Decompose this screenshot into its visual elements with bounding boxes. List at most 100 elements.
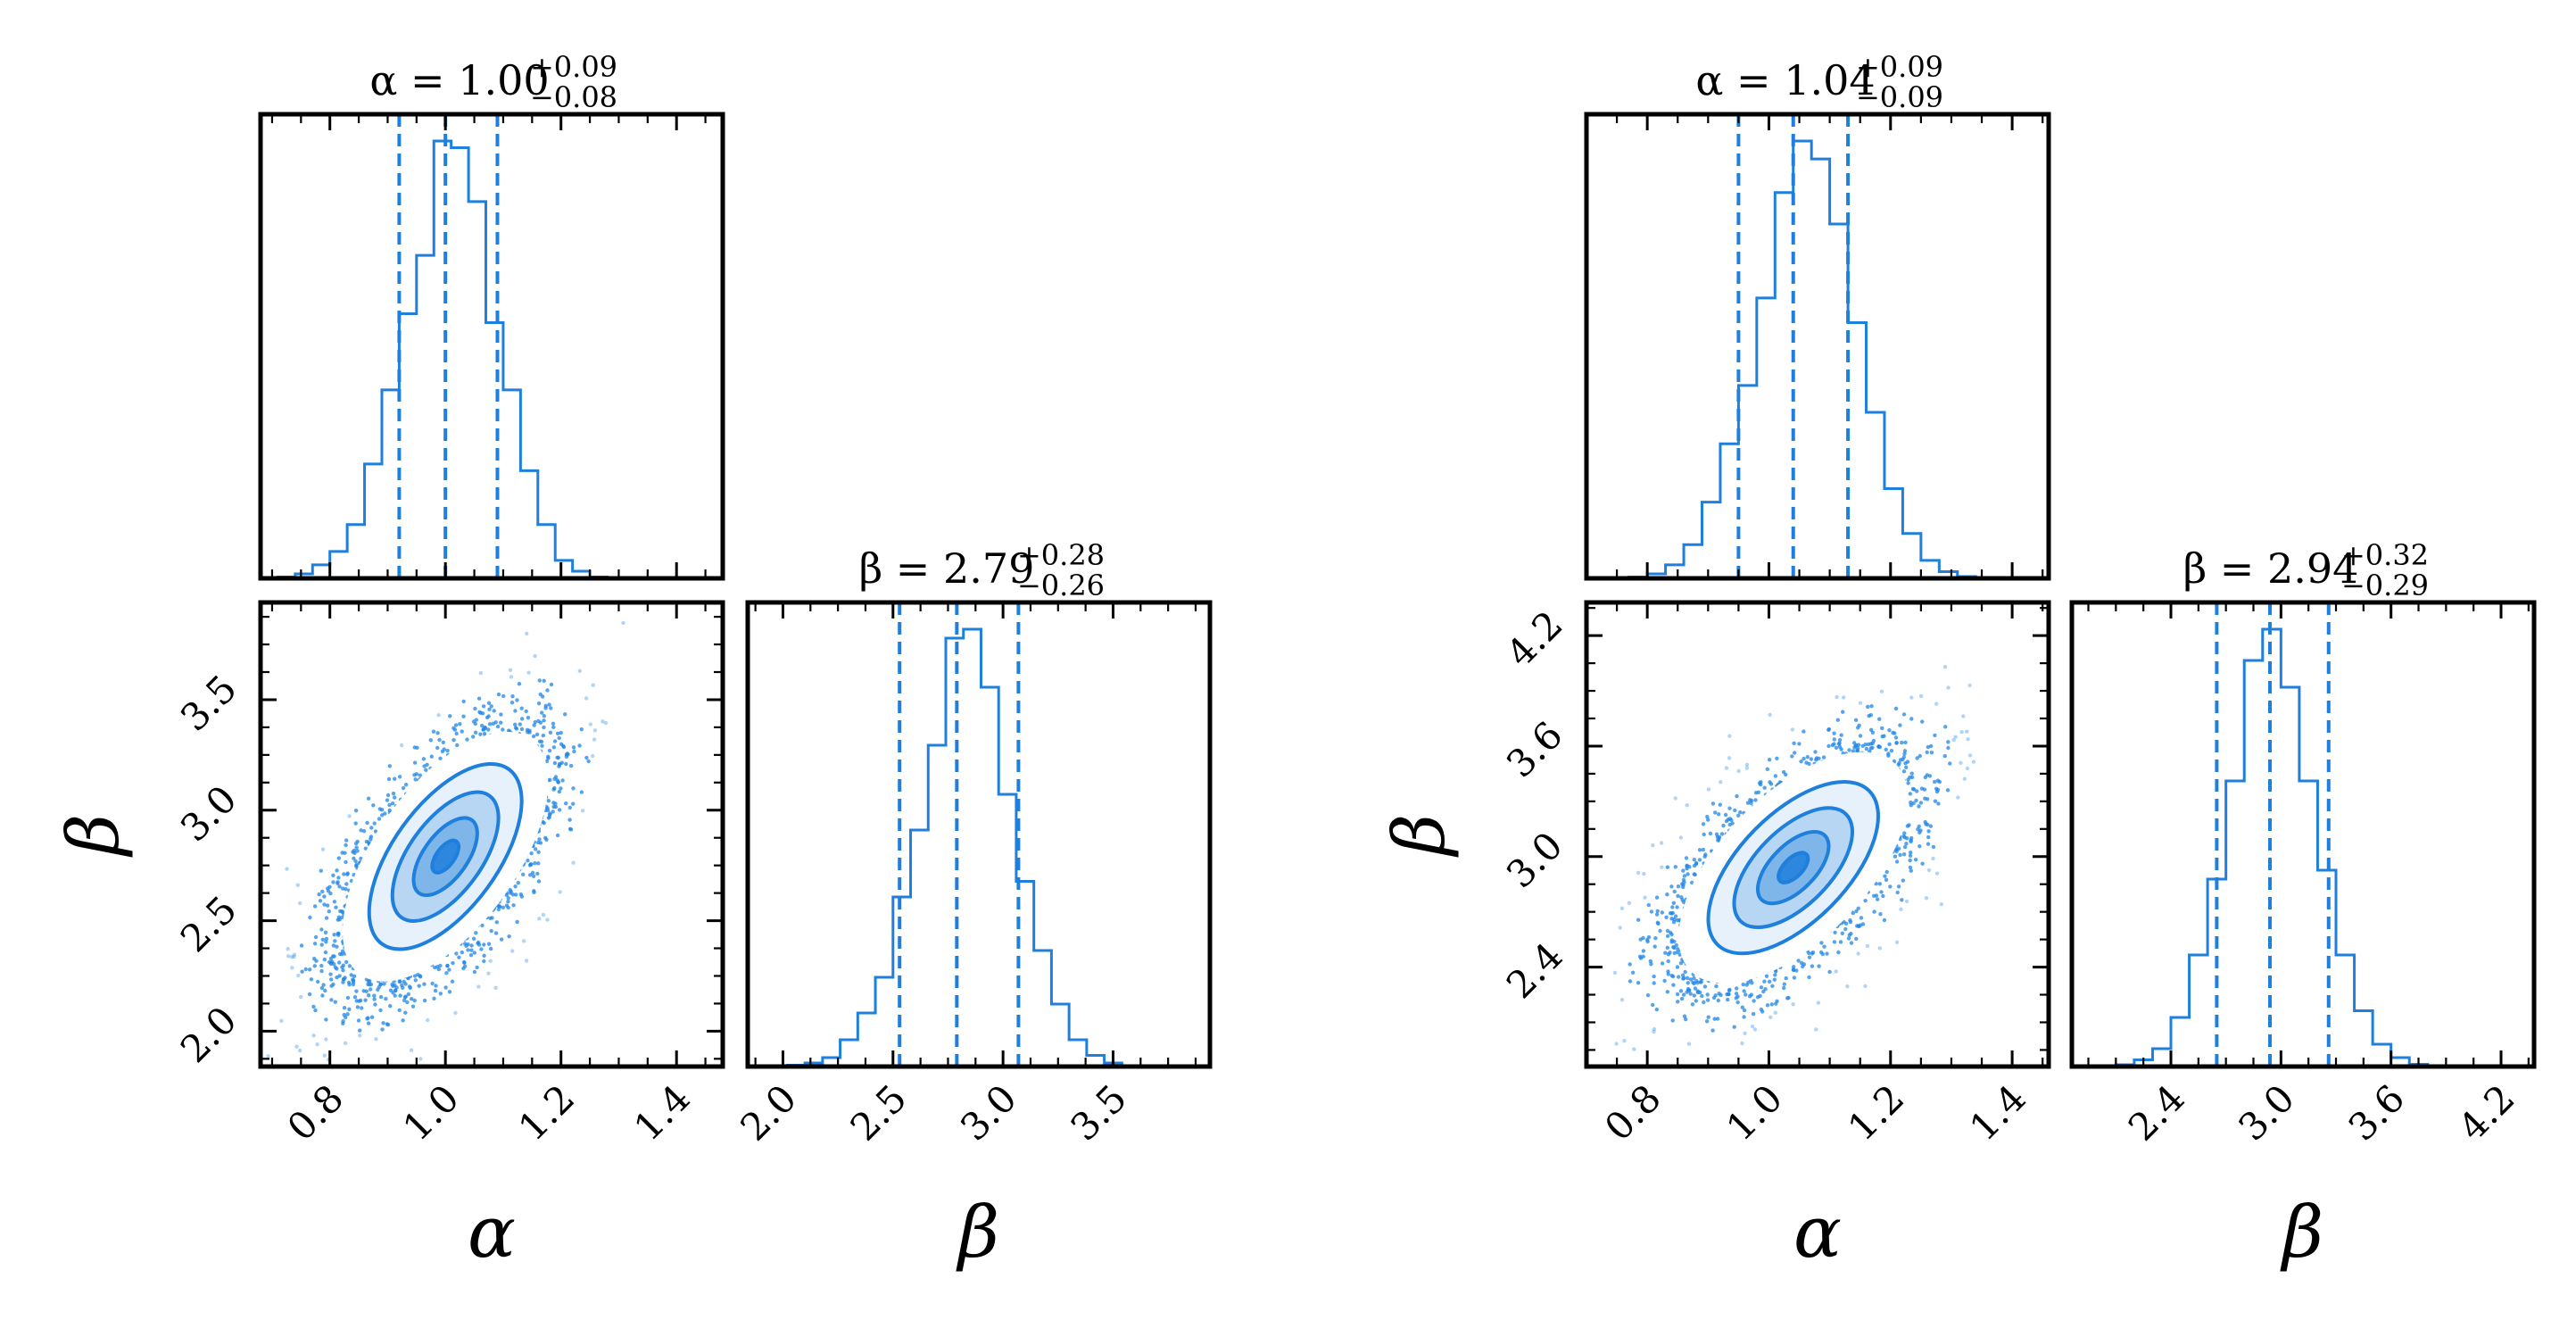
sample-point [526, 859, 530, 863]
sample-point [472, 951, 476, 955]
sample-point [385, 1022, 390, 1026]
sample-point [373, 829, 378, 834]
sample-point [495, 724, 501, 729]
sample-point [319, 927, 324, 932]
sample-point [313, 1008, 318, 1013]
sample-point [492, 709, 496, 713]
sample-point [311, 1004, 316, 1009]
sample-point [320, 889, 325, 894]
sample-point [541, 912, 546, 917]
sample-point [536, 850, 541, 854]
sample-point [422, 982, 427, 986]
sample-point [344, 843, 348, 848]
sample-point [410, 997, 414, 1001]
sample-point [466, 948, 470, 952]
sample-point [556, 780, 560, 785]
sample-point [393, 776, 397, 781]
sample-point [542, 678, 546, 683]
sample-point [378, 982, 384, 987]
sample-point [451, 726, 456, 730]
sample-point [412, 998, 417, 1003]
sample-point [508, 888, 512, 892]
sample-point [552, 760, 558, 766]
sample-point [286, 1070, 289, 1074]
sample-point [435, 745, 440, 751]
sample-point [340, 915, 344, 920]
sample-point [401, 1018, 405, 1023]
sample-point [469, 943, 474, 948]
sample-point [320, 937, 325, 942]
sample-point [478, 670, 484, 676]
sample-point [353, 859, 358, 864]
sample-point [518, 722, 522, 726]
sample-point [351, 980, 356, 984]
sample-point [401, 785, 406, 791]
sample-point [410, 1004, 416, 1009]
sample-point [331, 954, 335, 959]
sample-point [320, 993, 325, 998]
sample-point [289, 955, 294, 959]
sample-point [559, 730, 563, 735]
sample-point [318, 899, 323, 903]
sample-point [355, 839, 360, 844]
sample-point [579, 727, 584, 732]
sample-point [536, 702, 542, 706]
sample-point [426, 1017, 430, 1023]
sample-point [524, 959, 529, 963]
sample-point [359, 998, 363, 1003]
sample-point [432, 996, 436, 1001]
sample-point [329, 977, 334, 982]
sample-point [477, 710, 482, 714]
sample-point [542, 718, 546, 723]
sample-point [431, 729, 436, 734]
sample-point [434, 984, 438, 988]
sample-point [501, 727, 505, 732]
sample-point [298, 1048, 302, 1053]
sample-point [292, 954, 296, 959]
marginal-title: α = 1.00+0.09−0.08 [369, 50, 617, 114]
sample-point [366, 993, 371, 998]
sample-point [479, 947, 484, 951]
sample-point [480, 923, 485, 928]
sample-point [352, 974, 357, 979]
sample-point [538, 841, 543, 845]
sample-point [371, 803, 376, 808]
sample-point [549, 706, 553, 710]
sample-point [521, 872, 526, 876]
sample-point [285, 867, 289, 871]
sample-point [493, 931, 499, 935]
sample-point [397, 775, 402, 779]
sample-point [342, 1006, 347, 1010]
sample-point [364, 839, 369, 844]
sample-point [327, 909, 331, 914]
sample-point [533, 653, 537, 659]
sample-point [489, 928, 493, 934]
sample-point [286, 947, 290, 951]
sample-point [296, 973, 301, 978]
sample-point [319, 963, 324, 968]
sample-point [588, 722, 592, 726]
sample-point [391, 791, 396, 796]
sample-point [319, 985, 325, 991]
sample-point [325, 903, 330, 908]
sample-point [525, 631, 529, 636]
sample-point [327, 884, 332, 889]
sample-point [517, 682, 522, 686]
sample-point [584, 696, 589, 701]
sample-point [405, 1000, 410, 1005]
sample-point [435, 965, 440, 969]
sample-point [319, 868, 323, 873]
sample-point [461, 699, 466, 704]
sample-point [355, 1005, 360, 1009]
sample-point [533, 719, 537, 725]
sample-point [508, 668, 513, 672]
sample-point [322, 1053, 327, 1058]
sample-point [336, 933, 341, 937]
sample-point [499, 937, 504, 942]
sample-point [464, 943, 468, 949]
sample-point [438, 756, 443, 760]
sample-point [457, 955, 461, 959]
sample-point [337, 974, 342, 978]
sample-point [441, 740, 445, 744]
sample-point [542, 725, 546, 730]
